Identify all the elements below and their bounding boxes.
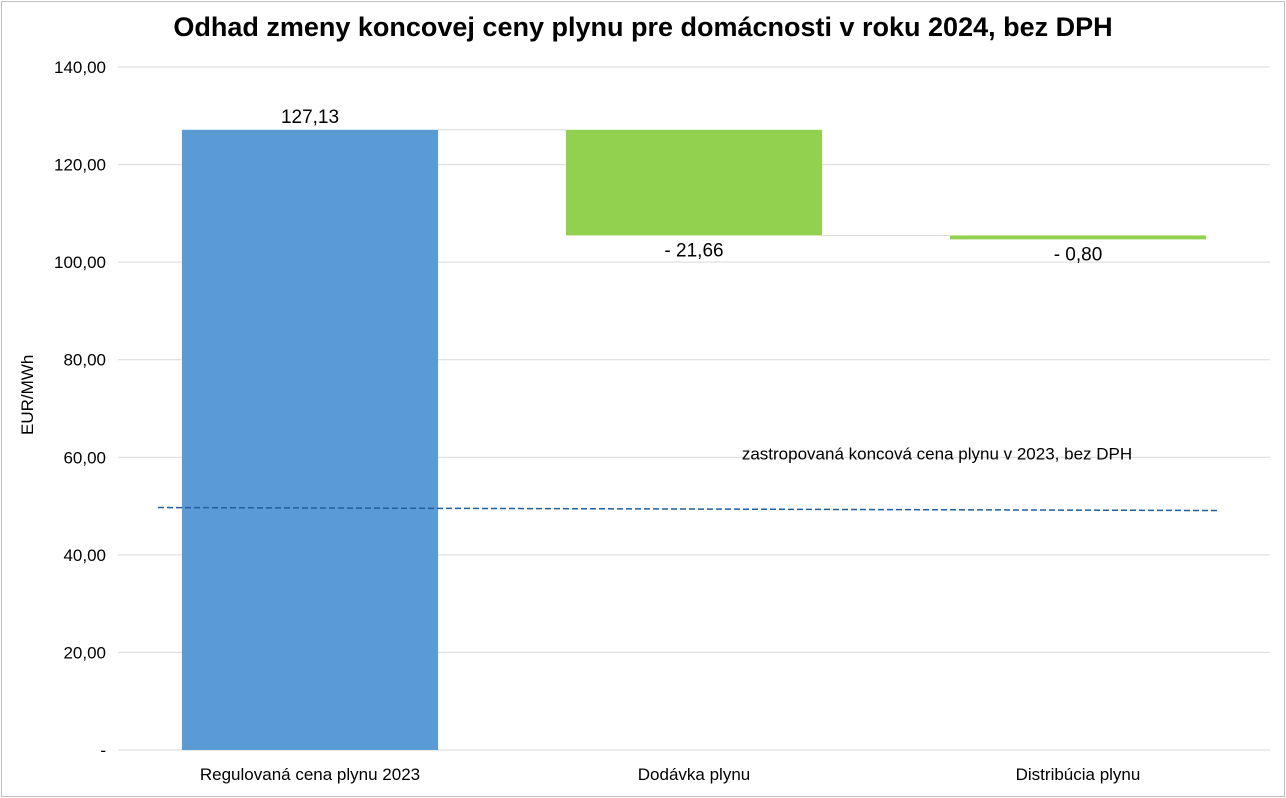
x-tick-label: Distribúcia plynu (1016, 765, 1141, 784)
y-tick-label: 40,00 (63, 546, 106, 565)
bar-3 (949, 235, 1207, 240)
y-tick-label: 20,00 (63, 643, 106, 662)
bar-1 (181, 129, 439, 750)
y-tick-label: 80,00 (63, 351, 106, 370)
data-label: - 21,66 (664, 240, 723, 261)
reference-line (157, 506, 1219, 512)
y-tick-label: - (100, 741, 106, 760)
reference-line-label: zastropovaná koncová cena plynu v 2023, … (742, 445, 1132, 464)
y-tick-label: 60,00 (63, 448, 106, 467)
y-tick-label: 120,00 (54, 156, 106, 175)
y-tick-label: 140,00 (54, 58, 106, 77)
bar-2 (565, 129, 823, 236)
x-tick-label: Regulovaná cena plynu 2023 (200, 765, 420, 784)
chart-title: Odhad zmeny koncovej ceny plynu pre domá… (173, 12, 1113, 42)
data-label: 127,13 (281, 107, 339, 128)
x-tick-label: Dodávka plynu (638, 765, 750, 784)
data-label: - 0,80 (1054, 244, 1103, 265)
y-tick-label: 100,00 (54, 253, 106, 272)
